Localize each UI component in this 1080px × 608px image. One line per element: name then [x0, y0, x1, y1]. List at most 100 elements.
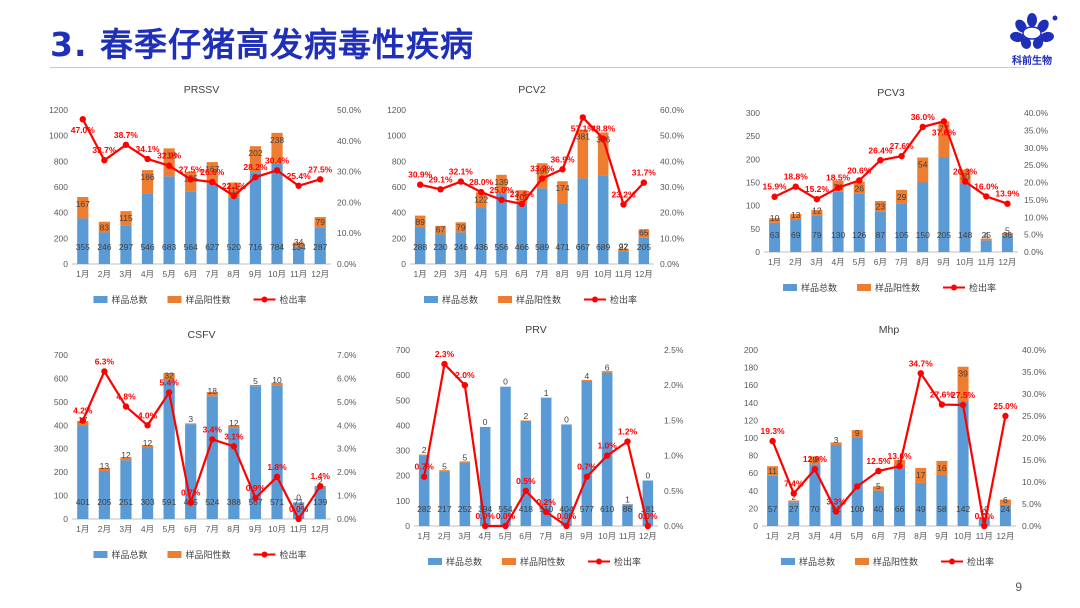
x-tick-label: 8月	[916, 257, 929, 267]
total-value-label: 40	[874, 504, 884, 514]
y2-tick-label: 40.0%	[337, 136, 362, 146]
positive-value-label: 0	[645, 470, 650, 480]
x-tick-label: 9月	[249, 269, 262, 279]
positive-value-label: 79	[315, 217, 325, 227]
bar-total	[896, 203, 908, 252]
rate-point	[457, 178, 465, 185]
bar-positive	[228, 182, 240, 198]
bar-total	[293, 246, 305, 264]
total-value-label: 87	[876, 230, 886, 240]
rate-value-label: 0.7%	[414, 462, 434, 472]
rate-value-label: 16.0%	[974, 181, 999, 191]
rate-point	[896, 462, 903, 470]
bar-positive	[293, 242, 305, 247]
bar-total	[769, 222, 781, 252]
total-value-label: 554	[498, 504, 512, 514]
positive-value-label: 23	[876, 202, 886, 212]
y2-tick-label: 60.0%	[660, 105, 685, 115]
rate-value-label: 12.9%	[803, 454, 828, 464]
positive-value-label: 16	[937, 463, 947, 473]
positive-value-label: 167	[205, 164, 219, 174]
bar-positive	[830, 442, 842, 446]
rate-point	[273, 167, 281, 174]
total-value-label: 520	[227, 242, 241, 252]
legend-label-positive: 样品阳性数	[873, 556, 918, 568]
bar-positive	[577, 129, 589, 179]
chart-title: Mhp	[879, 324, 900, 336]
positive-value-label: 1	[625, 494, 630, 504]
rate-point	[317, 483, 324, 490]
rate-value-label: 0.0%	[475, 511, 495, 521]
rate-value-label: 26.6%	[200, 167, 225, 177]
rate-value-label: 47.0%	[71, 125, 96, 135]
bar-positive	[638, 229, 650, 238]
y2-tick-label: 50.0%	[337, 105, 362, 115]
bar-positive	[959, 169, 971, 184]
rate-line	[419, 115, 645, 207]
positive-value-label: 83	[100, 222, 110, 232]
positive-value-label: 29	[897, 192, 907, 202]
rate-point	[961, 178, 969, 185]
y-tick-label: 400	[396, 420, 410, 430]
bar-positive	[767, 466, 779, 476]
y-tick-label: 600	[396, 370, 410, 380]
legend: 样品总数 样品阳性数 检出率	[783, 282, 996, 294]
rate-value-label: 19.3%	[761, 426, 786, 436]
total-value-label: 297	[119, 242, 133, 252]
chart-svg: PCV3 0 50 100 150 200 250 300 0.0% 5.0% 10.0% 15.0%…	[746, 87, 1049, 294]
rate-point	[538, 175, 546, 182]
x-tick-label: 1月	[414, 269, 427, 279]
bar-positive	[872, 486, 884, 491]
bar-total	[206, 183, 218, 264]
bar-total	[77, 425, 89, 519]
rate-value-label: 0.0%	[975, 511, 995, 521]
x-tick-label: 8月	[227, 524, 240, 534]
rate-point	[856, 177, 863, 184]
y-tick-label: 800	[54, 156, 68, 166]
legend-swatch-total	[428, 558, 442, 565]
rate-point	[919, 123, 926, 131]
legend: 样品总数 样品阳性数 检出率	[428, 556, 641, 568]
rate-value-label: 27.5%	[179, 164, 204, 174]
rate-line	[771, 370, 1007, 527]
bar-positive	[999, 499, 1011, 505]
total-value-label: 303	[140, 497, 154, 507]
rate-value-label: 1.0%	[597, 441, 617, 451]
x-tick-label: 8月	[560, 531, 573, 541]
y-tick-label: 120	[744, 415, 758, 425]
chart-title: PRV	[525, 324, 546, 336]
bar-total	[496, 192, 507, 264]
bar-positive	[120, 211, 132, 226]
rate-point	[187, 499, 194, 506]
y2-tick-label: 30.0%	[1024, 143, 1049, 153]
positive-value-label: 11	[768, 466, 777, 476]
rate-value-label: 0.7%	[577, 462, 597, 472]
bar-total	[915, 482, 927, 526]
rate-point	[79, 116, 86, 123]
rate-point	[603, 452, 611, 459]
rate-value-label: 3.1%	[224, 431, 244, 441]
rate-value-label: 0.0%	[557, 511, 577, 521]
rate-point	[599, 135, 607, 142]
positive-value-label: 32	[164, 371, 174, 381]
x-tick-label: 2月	[98, 524, 111, 534]
y-tick-label: 160	[744, 380, 758, 390]
x-tick-label: 7月	[893, 531, 906, 541]
positive-value-label: 2	[422, 445, 427, 455]
y2-tick-label: 1.0%	[337, 491, 357, 501]
total-value-label: 79	[812, 230, 822, 240]
bar-total	[98, 470, 110, 519]
rate-point	[477, 188, 485, 196]
x-tick-label: 6月	[184, 524, 197, 534]
x-tick-label: 12月	[635, 269, 653, 279]
total-value-label: 251	[119, 497, 133, 507]
logo-icon	[1010, 13, 1058, 49]
rate-value-label: 34.1%	[135, 144, 160, 154]
total-value-label: 230	[433, 242, 447, 252]
legend-swatch-total	[781, 558, 795, 565]
total-value-label: 784	[270, 242, 284, 252]
y-tick-label: 300	[396, 446, 410, 456]
rate-value-label: 27.5%	[308, 164, 333, 174]
bar-total	[830, 445, 842, 526]
bar-positive	[557, 181, 568, 204]
